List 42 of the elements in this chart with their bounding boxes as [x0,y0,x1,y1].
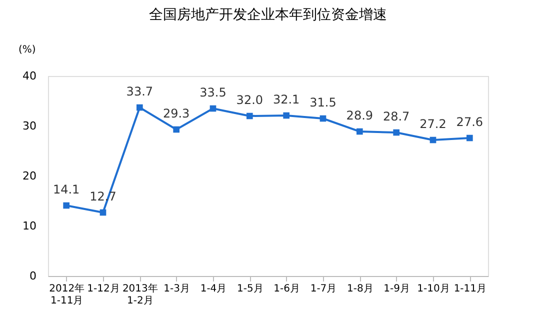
data-label: 27.2 [420,117,446,131]
data-label: 33.7 [126,84,154,98]
x-tick-label: 1-10月 [417,284,450,294]
y-tick-label: 0 [30,270,36,282]
point [173,126,180,133]
data-label: 33.5 [200,86,226,100]
point [283,112,290,119]
point [63,202,70,209]
x-tick-label: 1-6月 [274,284,300,294]
point [246,112,253,120]
data-label: 27.6 [456,115,484,129]
x-tick-label: 2012年 1-11月 [49,282,85,306]
data-label: 28.7 [382,110,410,124]
point [393,129,400,136]
x-tick-label: 1-8月 [346,284,374,294]
point [466,134,473,142]
chart-title: 全国房地产开发企业本年到位资金增速 [149,7,387,23]
y-tick-label: 20 [22,170,36,182]
data-label: 32.1 [272,92,300,106]
data-label: 29.3 [162,106,190,120]
data-label: 28.9 [346,108,374,122]
point [356,128,363,135]
y-tick-label: 10 [22,220,36,232]
data-label: 31.5 [310,96,336,110]
x-tick-label: 1-7月 [310,284,337,294]
point [100,209,106,216]
x-tick-label: 1-3月 [164,284,190,294]
y-axis-title: (%) [18,44,36,56]
data-label: 14.1 [52,182,80,196]
point [320,115,326,122]
x-tick-label: 1-9月 [384,284,410,294]
x-tick-label: 1-4月 [200,284,227,294]
x-tick-label: 1-12月 [87,284,120,294]
point [210,105,216,112]
x-tick-label: 1-5月 [236,284,264,294]
y-tick-label: 30 [22,120,36,132]
data-label: 32.0 [236,93,264,107]
x-tick-label: 2013年 1-2月 [122,282,158,306]
point [136,104,143,111]
y-tick-label: 40 [22,70,36,82]
x-tick-label: 1-11月 [454,284,487,294]
point [430,136,436,144]
